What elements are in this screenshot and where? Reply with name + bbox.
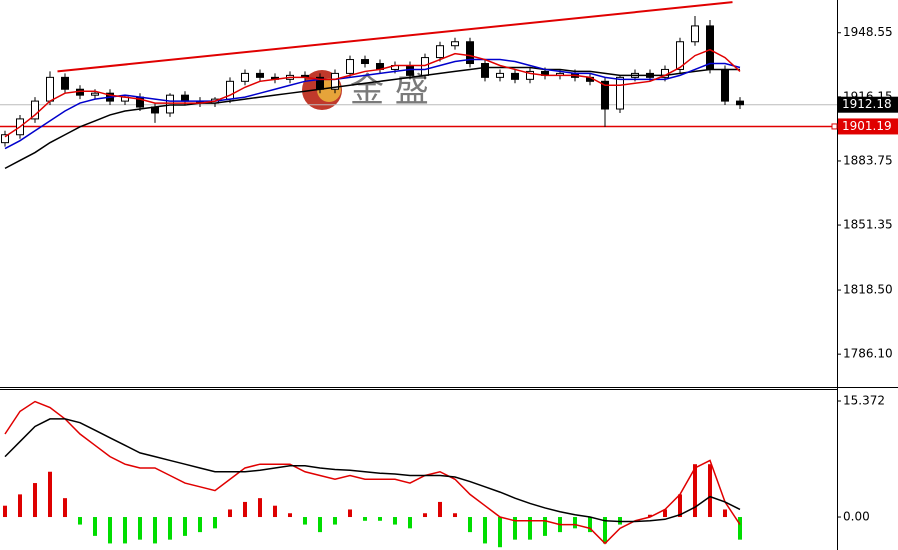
candle-body: [91, 92, 99, 96]
candle-body: [676, 41, 684, 70]
candle-body: [451, 41, 459, 47]
candle-body: [616, 76, 624, 110]
line-series: [4, 400, 741, 545]
candle-body: [691, 25, 699, 43]
y-tick-label: 1786.10: [843, 347, 893, 361]
level-marker: [831, 123, 838, 130]
level-label-box: [838, 118, 898, 135]
candle-body: [466, 41, 474, 65]
level-label: 1901.19: [842, 119, 892, 133]
candle-body: [346, 59, 354, 74]
candle-body: [511, 72, 519, 80]
candle-body: [601, 80, 609, 110]
candle-body: [361, 59, 369, 65]
y-tick-label: 1818.50: [843, 283, 893, 297]
price-label-box: [838, 96, 898, 113]
trendline: [57, 1, 733, 73]
candle-body: [166, 94, 174, 114]
candle-body: [61, 76, 69, 90]
y-tick-label: 1883.75: [843, 153, 893, 167]
line-series: [4, 58, 741, 150]
candle-body: [1, 134, 9, 144]
candle-body: [421, 57, 429, 76]
candle-body: [256, 72, 264, 78]
y-tick-label: 1948.55: [843, 25, 893, 39]
candle-body: [721, 68, 729, 102]
y-tick-label: 1851.35: [843, 218, 893, 232]
candle-body: [526, 70, 534, 80]
candle-body: [181, 94, 189, 102]
candle-body: [241, 72, 249, 82]
y-tick-label: 0.00: [843, 510, 870, 524]
candle-body: [436, 45, 444, 59]
line-series: [4, 418, 741, 523]
candle-body: [46, 76, 54, 102]
candle-body: [736, 100, 744, 106]
candle-body: [496, 72, 504, 78]
line-series: [4, 48, 741, 138]
line-series: [4, 66, 740, 170]
candle-body: [481, 63, 489, 78]
candle-body: [331, 72, 339, 90]
y-tick-label: 15.372: [843, 394, 885, 408]
candle-body: [31, 100, 39, 120]
current-price-label: 1912.18: [842, 97, 892, 111]
